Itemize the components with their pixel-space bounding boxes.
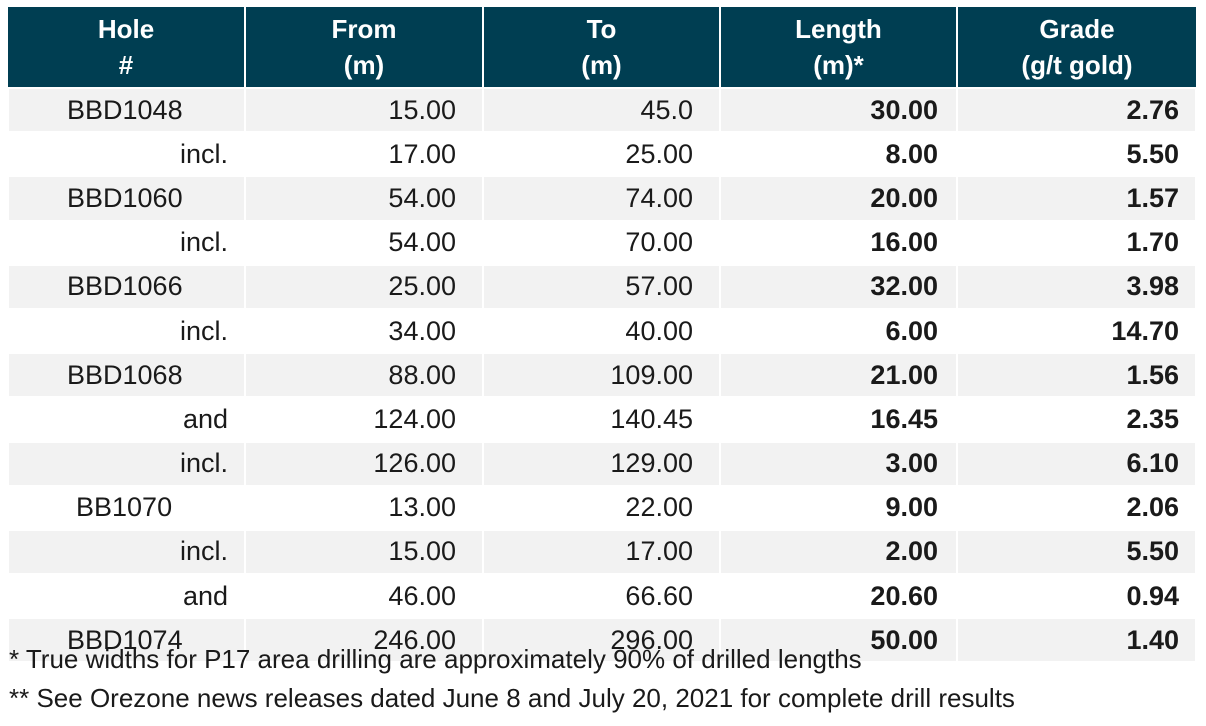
to-cell: 296.00 [482,617,721,664]
from-cell: 124.00 [244,396,484,443]
hole-cell: incl. [7,440,246,487]
grade-cell: 3.98 [956,263,1197,310]
footnote-news-releases: ** See Orezone news releases dated June … [9,683,1015,713]
grade-cell: 5.50 [956,131,1197,178]
grade-cell: 1.70 [956,219,1197,266]
length-cell: 20.00 [719,175,958,222]
length-cell: 32.00 [719,263,958,310]
length-cell: 30.00 [719,86,958,134]
from-cell: 46.00 [244,573,484,620]
hole-cell: incl. [7,219,246,266]
length-cell: 21.00 [719,352,958,399]
grade-cell: 14.70 [956,307,1197,355]
hole-cell: BBD1066 [7,263,246,310]
from-cell: 54.00 [244,175,484,222]
table-row: BBD1074 246.00 296.00 50.00 1.40 [7,617,1197,664]
table-row: and 46.00 66.60 20.60 0.94 [7,573,1197,620]
hole-cell: BBD1074 [7,617,246,664]
table-row: BBD1066 25.00 57.00 32.00 3.98 [7,263,1197,310]
hole-cell: incl. [7,528,246,576]
length-cell: 6.00 [719,307,958,355]
length-cell: 3.00 [719,440,958,487]
length-cell: 20.60 [719,573,958,620]
from-cell: 13.00 [244,484,484,531]
header-to-line2: (m) [581,50,622,80]
to-cell: 17.00 [482,528,721,576]
table-row: incl. 54.00 70.00 16.00 1.70 [7,219,1197,266]
length-cell: 8.00 [719,131,958,178]
table-row: incl. 15.00 17.00 2.00 5.50 [7,528,1197,576]
from-cell: 15.00 [244,528,484,576]
table-row: incl. 34.00 40.00 6.00 14.70 [7,307,1197,355]
length-cell: 16.00 [719,219,958,266]
grade-cell: 1.56 [956,352,1197,399]
drill-results-table: Hole # From (m) To (m) Length (m)* Grade… [7,7,1197,664]
hole-cell: and [7,573,246,620]
length-cell: 16.45 [719,396,958,443]
grade-cell: 5.50 [956,528,1197,576]
hole-cell: BBD1048 [7,86,246,134]
header-to: To (m) [482,7,721,88]
length-cell: 9.00 [719,484,958,531]
hole-cell: BB1070 [7,484,246,531]
hole-cell: incl. [7,131,246,178]
header-from: From (m) [244,7,484,88]
to-cell: 45.0 [482,86,721,134]
from-cell: 246.00 [244,617,484,664]
table-row: BBD1068 88.00 109.00 21.00 1.56 [7,352,1197,399]
from-cell: 88.00 [244,352,484,399]
header-from-line1: From [331,14,397,44]
header-length-line2: (m)* [813,50,864,80]
grade-cell: 2.76 [956,86,1197,134]
table-row: BBD1060 54.00 74.00 20.00 1.57 [7,175,1197,222]
hole-cell: incl. [7,307,246,355]
from-cell: 17.00 [244,131,484,178]
grade-cell: 1.57 [956,175,1197,222]
to-cell: 57.00 [482,263,721,310]
hole-cell: BBD1060 [7,175,246,222]
header-grade-line1: Grade [1039,14,1115,44]
to-cell: 140.45 [482,396,721,443]
header-length-line1: Length [795,14,882,44]
footnote-true-widths: * True widths for P17 area drilling are … [9,644,862,674]
to-cell: 40.00 [482,307,721,355]
to-cell: 22.00 [482,484,721,531]
to-cell: 66.60 [482,573,721,620]
table-row: incl. 17.00 25.00 8.00 5.50 [7,131,1197,178]
header-grade: Grade (g/t gold) [956,7,1196,88]
grade-cell: 6.10 [956,440,1197,487]
hole-cell: and [7,396,246,443]
grade-cell: 2.06 [956,484,1197,531]
from-cell: 54.00 [244,219,484,266]
from-cell: 25.00 [244,263,484,310]
to-cell: 25.00 [482,131,721,178]
header-from-line2: (m) [343,50,385,80]
length-cell: 50.00 [719,617,958,664]
from-cell: 15.00 [244,86,484,134]
to-cell: 70.00 [482,219,721,266]
table-row: incl. 126.00 129.00 3.00 6.10 [7,440,1197,487]
to-cell: 129.00 [482,440,721,487]
header-grade-line2: (g/t gold) [1021,50,1133,80]
from-cell: 34.00 [244,307,484,355]
hole-cell: BBD1068 [7,352,246,399]
table-row: BB1070 13.00 22.00 9.00 2.06 [7,484,1197,531]
length-cell: 2.00 [719,528,958,576]
table-row: and 124.00 140.45 16.45 2.35 [7,396,1197,443]
grade-cell: 2.35 [956,396,1197,443]
header-hole: Hole # [8,7,246,88]
grade-cell: 1.40 [956,617,1197,664]
to-cell: 109.00 [482,352,721,399]
header-length: Length (m)* [719,7,958,88]
from-cell: 126.00 [244,440,484,487]
header-row: Hole # From (m) To (m) Length (m)* Grade… [8,7,1196,88]
header-to-line1: To [586,14,617,44]
grade-cell: 0.94 [956,573,1197,620]
header-hole-line2: # [118,50,134,80]
header-hole-line1: Hole [97,14,155,44]
to-cell: 74.00 [482,175,721,222]
table-row: BBD1048 15.00 45.0 30.00 2.76 [7,86,1197,134]
